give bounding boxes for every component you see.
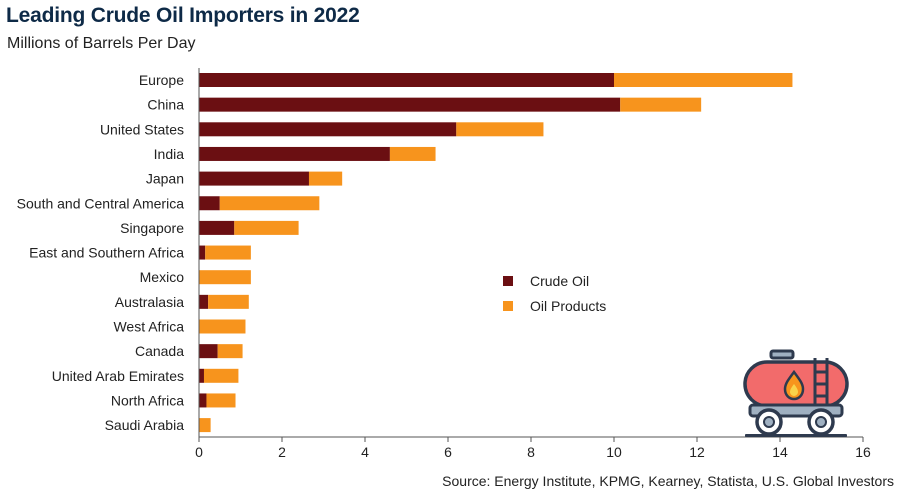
bar-south-and-central-america-oil-products [219,196,320,211]
bar-north-africa-oil-products [206,393,236,408]
bar-south-and-central-america-crude-oil [199,196,220,211]
bar-singapore-crude-oil [199,220,235,235]
x-tick-label-12: 12 [689,444,705,460]
bar-united-arab-emirates-crude-oil [199,368,204,383]
category-label-china: China [147,97,184,113]
category-label-japan: Japan [146,171,184,187]
legend: Crude Oil Oil Products [503,273,606,314]
bar-australasia-oil-products [208,294,249,309]
x-tick-label-14: 14 [772,444,788,460]
x-tick-label-10: 10 [606,444,622,460]
bar-united-states-oil-products [456,122,544,137]
x-tick-label-0: 0 [195,444,203,460]
category-label-europe: Europe [139,72,184,88]
bar-china-oil-products [620,97,702,112]
bar-west-africa-oil-products [199,319,246,334]
category-label-mexico: Mexico [140,269,185,285]
bar-india-oil-products [389,146,436,161]
chart-subtitle: Millions of Barrels Per Day [7,35,196,52]
bar-india-crude-oil [199,146,390,161]
bar-canada-crude-oil [199,344,218,359]
category-label-west-africa: West Africa [113,319,184,335]
bars-group [199,73,793,433]
x-tick-label-2: 2 [278,444,286,460]
x-tick-label-6: 6 [444,444,452,460]
category-label-canada: Canada [135,343,184,359]
bar-europe-oil-products [614,73,793,87]
bar-canada-oil-products [217,344,243,359]
bar-singapore-oil-products [234,220,299,235]
bar-saudi-arabia-oil-products [199,418,211,433]
bar-china-crude-oil [199,97,621,112]
category-label-united-states: United States [100,121,184,137]
category-label-south-and-central-america: South and Central America [17,195,185,211]
bar-mexico-oil-products [199,270,251,285]
bar-japan-crude-oil [199,171,309,186]
bar-north-africa-crude-oil [199,393,207,408]
legend-label-oil-products: Oil Products [530,298,606,314]
tanker-truck-icon [743,349,849,437]
category-labels: Europe China United States India Japan South … [17,72,185,433]
category-label-singapore: Singapore [120,220,184,236]
bar-east-and-southern-africa-crude-oil [199,245,206,260]
category-label-east-and-southern-africa: East and Southern Africa [29,245,184,261]
category-label-united-arab-emirates: United Arab Emirates [52,368,184,384]
chart-title: Leading Crude Oil Importers in 2022 [6,4,360,27]
bar-europe-crude-oil [199,73,614,87]
x-tick-label-4: 4 [361,444,369,460]
bar-united-arab-emirates-oil-products [203,368,239,383]
legend-swatch-oil-products [503,301,513,311]
x-tick-label-16: 16 [855,444,871,460]
source-note: Source: Energy Institute, KPMG, Kearney,… [442,473,894,489]
bar-united-states-crude-oil [199,122,457,137]
bar-japan-oil-products [308,171,343,186]
legend-label-crude-oil: Crude Oil [530,273,589,289]
legend-swatch-crude-oil [503,276,513,286]
category-label-north-africa: North Africa [111,392,184,408]
bar-australasia-crude-oil [199,294,209,309]
category-label-india: India [154,146,185,162]
x-tick-label-8: 8 [527,444,535,460]
category-label-saudi-arabia: Saudi Arabia [105,417,185,433]
bar-east-and-southern-africa-oil-products [205,245,251,260]
category-label-australasia: Australasia [115,294,184,310]
